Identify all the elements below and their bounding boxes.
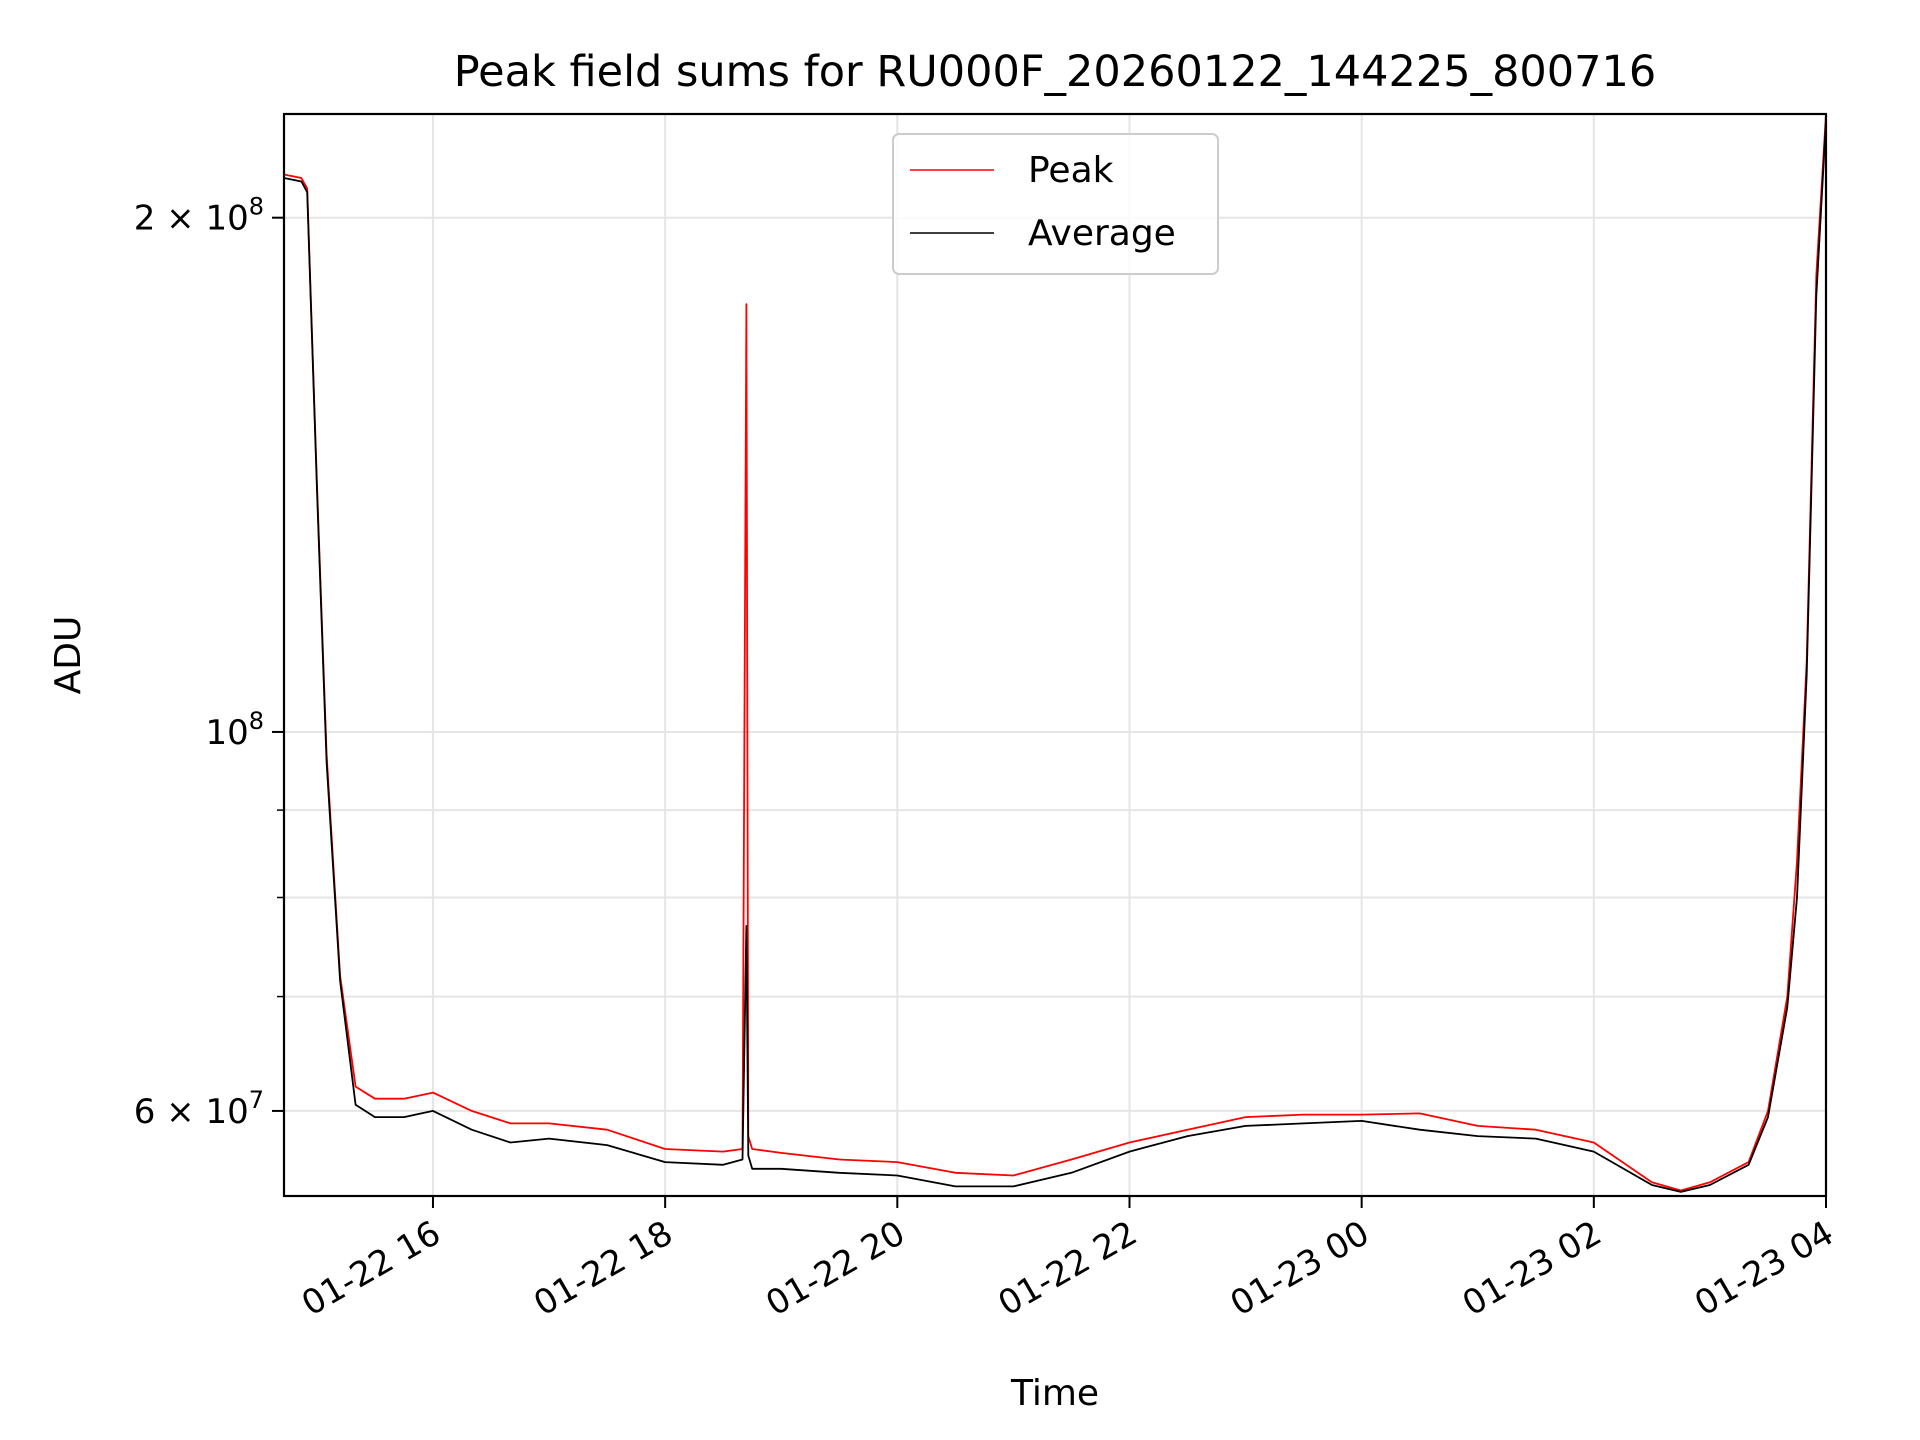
series-line-peak xyxy=(284,114,1826,1192)
y-tick-label-2: 2 × 108 xyxy=(134,193,264,239)
series-layer xyxy=(284,114,1826,1193)
plot-frame xyxy=(282,112,1828,1198)
legend-box xyxy=(892,133,1219,275)
y-tick-label-1: 108 xyxy=(205,707,264,753)
legend: Peak Average xyxy=(892,133,1219,275)
y-tick-label-0: 6 × 107 xyxy=(134,1086,264,1132)
x-axis-label: Time xyxy=(1010,1373,1099,1414)
y-axis: 6 × 107 108 2 × 108 xyxy=(134,193,284,1132)
legend-label-peak: Peak xyxy=(1028,150,1114,191)
y-axis-label: ADU xyxy=(48,616,89,695)
chart-title: Peak field sums for RU000F_20260122_1442… xyxy=(454,47,1656,97)
legend-label-average: Average xyxy=(1028,213,1176,254)
series-line-average xyxy=(284,120,1826,1193)
grid xyxy=(284,114,1827,1196)
